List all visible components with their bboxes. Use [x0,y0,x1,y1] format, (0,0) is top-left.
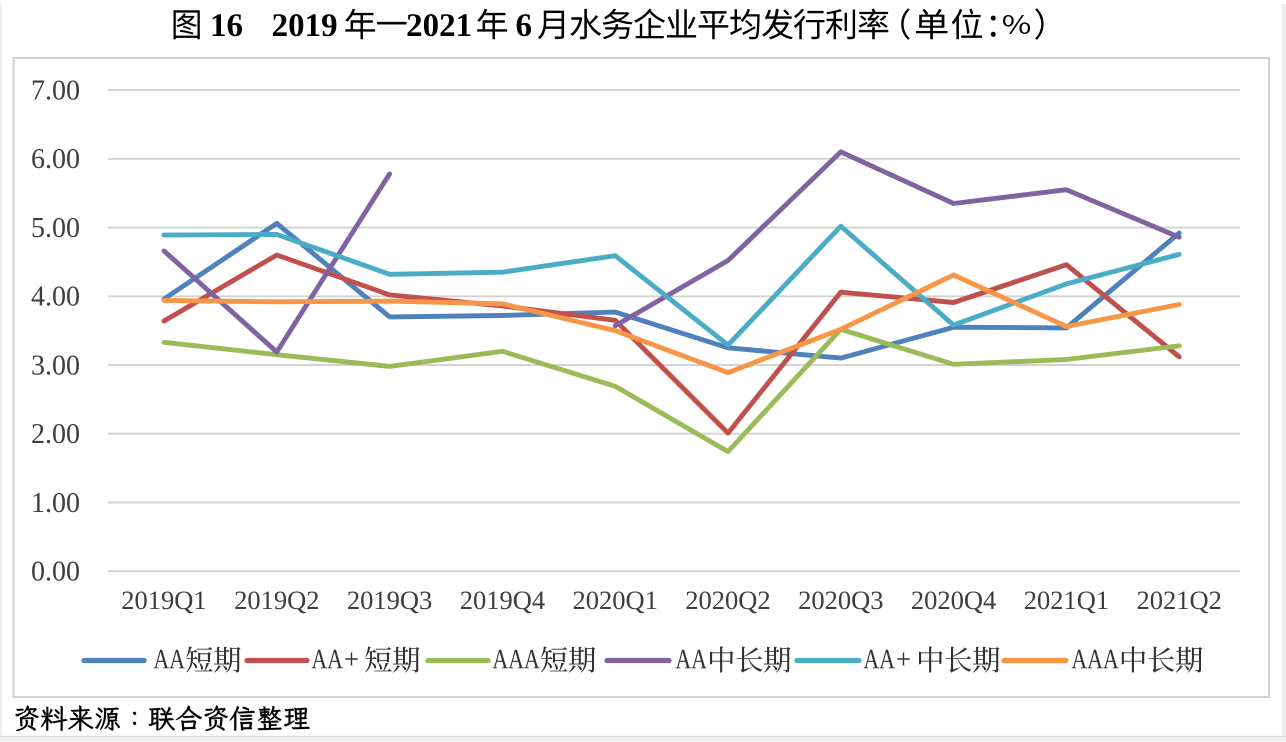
svg-text:3.00: 3.00 [31,350,80,381]
svg-text:2021Q2: 2021Q2 [1137,585,1222,615]
svg-text:5.00: 5.00 [31,213,80,244]
svg-text:2021Q1: 2021Q1 [1024,585,1109,615]
svg-text:2019Q2: 2019Q2 [234,585,319,615]
svg-text:4.00: 4.00 [31,282,80,313]
svg-text:1.00: 1.00 [31,488,80,519]
svg-text:2019Q1: 2019Q1 [121,585,206,615]
svg-text:2019Q4: 2019Q4 [460,585,545,615]
svg-text:2.00: 2.00 [31,419,80,450]
svg-text:7.00: 7.00 [31,75,80,106]
svg-text:6.00: 6.00 [31,144,80,175]
svg-text:2019Q3: 2019Q3 [347,585,432,615]
svg-text:2020Q3: 2020Q3 [798,585,883,615]
svg-text:2020Q2: 2020Q2 [685,585,770,615]
svg-text:0.00: 0.00 [31,557,80,588]
svg-text:2020Q1: 2020Q1 [573,585,658,615]
svg-text:2020Q4: 2020Q4 [911,585,996,615]
